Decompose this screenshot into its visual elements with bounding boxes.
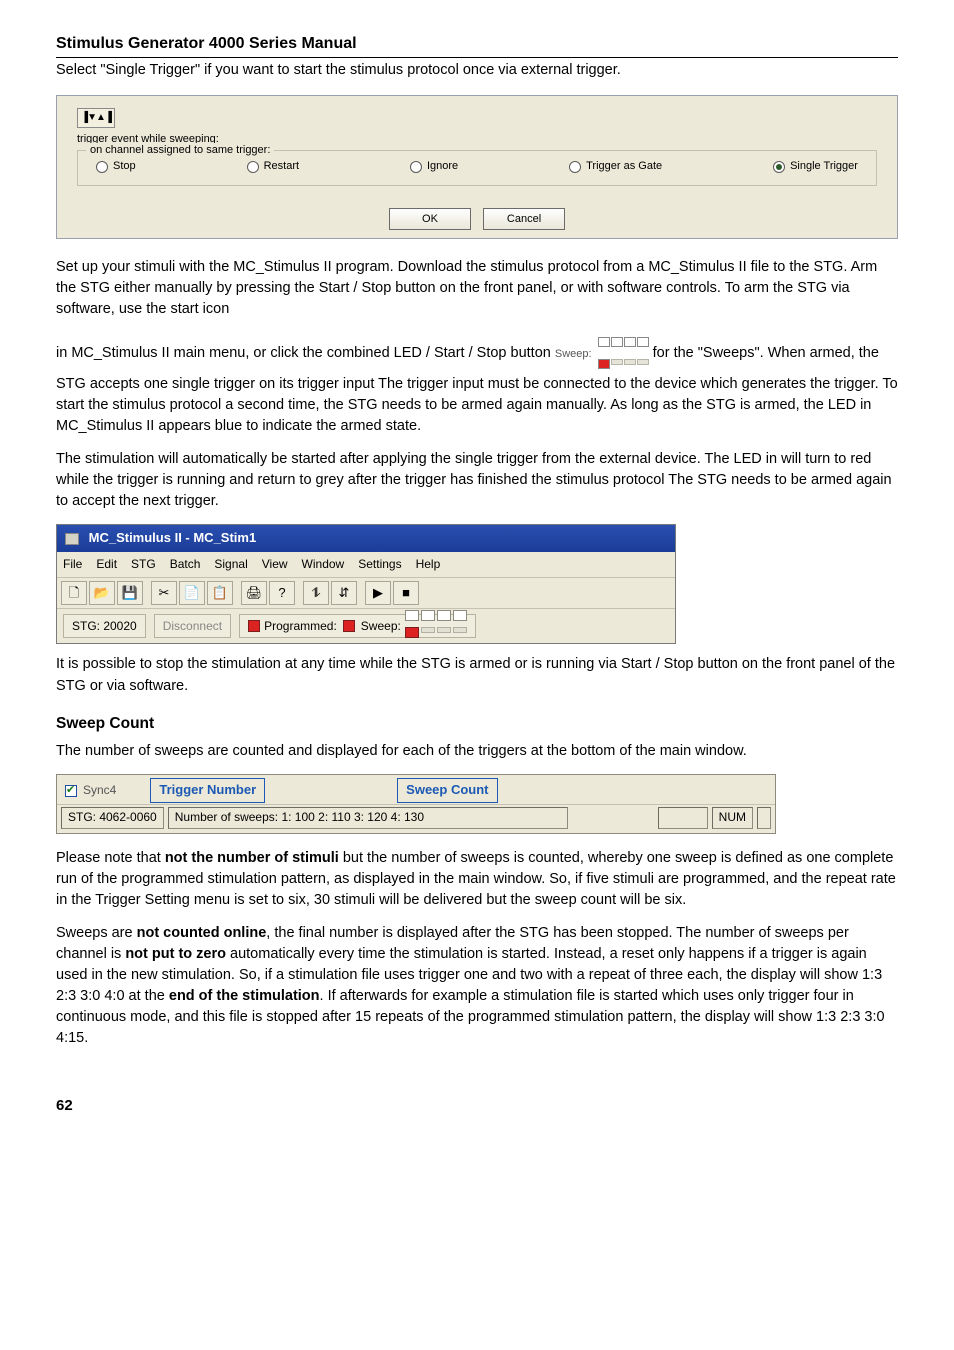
intro-paragraph: Select "Single Trigger" if you want to s… <box>56 60 898 81</box>
radio-label: Trigger as Gate <box>586 159 662 175</box>
num-indicator: NUM <box>712 807 753 829</box>
ok-button[interactable]: OK <box>389 208 471 230</box>
sweep-count-heading: Sweep Count <box>56 713 898 735</box>
trigger-channel-group: on channel assigned to same trigger: Sto… <box>77 150 877 186</box>
cut-icon[interactable]: ✂ <box>151 581 177 605</box>
paste-icon[interactable]: 📋 <box>207 581 233 605</box>
menu-settings[interactable]: Settings <box>358 557 401 571</box>
radio-icon <box>96 161 108 173</box>
stg-status: STG: 20020 <box>63 614 146 638</box>
menu-signal[interactable]: Signal <box>214 557 247 571</box>
radio-label: Stop <box>113 159 136 175</box>
setup-paragraph-1: Set up your stimuli with the MC_Stimulus… <box>56 257 898 320</box>
disconnect-button[interactable]: Disconnect <box>154 614 231 638</box>
setup-paragraph-2: in MC_Stimulus II main menu, or click th… <box>56 332 898 437</box>
radio-label: Single Trigger <box>790 159 858 175</box>
radio-option-stop[interactable]: Stop <box>96 159 136 175</box>
trigger-event-dialog: ▐▼▲▐ trigger event while sweeping: on ch… <box>56 95 898 239</box>
menu-window[interactable]: Window <box>302 557 345 571</box>
menu-help[interactable]: Help <box>416 557 441 571</box>
programmed-led-icon <box>248 620 260 632</box>
save-icon[interactable]: 💾 <box>117 581 143 605</box>
sweep-start-icon: Sweep: <box>555 332 649 374</box>
armed-led-icon <box>343 620 355 632</box>
radio-option-restart[interactable]: Restart <box>247 159 299 175</box>
menu-edit[interactable]: Edit <box>96 557 117 571</box>
stimulation-paragraph: The stimulation will automatically be st… <box>56 449 898 512</box>
stop-icon[interactable]: ■ <box>393 581 419 605</box>
sweep-count-intro: The number of sweeps are counted and dis… <box>56 741 898 762</box>
note-paragraph-1: Please note that not the number of stimu… <box>56 848 898 911</box>
trigger-number-label: Trigger Number <box>150 778 265 803</box>
radio-icon <box>569 161 581 173</box>
menu-stg[interactable]: STG <box>131 557 156 571</box>
programmed-panel: Programmed: Sweep: <box>239 614 476 638</box>
menu-batch[interactable]: Batch <box>170 557 201 571</box>
sweep-count-label: Sweep Count <box>397 778 497 803</box>
status-row: STG: 20020 Disconnect Programmed: Sweep: <box>57 609 675 643</box>
mc-stimulus-window: MC_Stimulus II - MC_Stim1 File Edit STG Bat… <box>56 524 676 644</box>
sync-label: Sync4 <box>83 782 116 799</box>
radio-option-single-trigger[interactable]: Single Trigger <box>773 159 858 175</box>
menu-file[interactable]: File <box>63 557 82 571</box>
group-legend: on channel assigned to same trigger: <box>86 143 274 159</box>
menu-view[interactable]: View <box>262 557 288 571</box>
download-icon[interactable]: ⇵ <box>331 581 357 605</box>
stop-stimulation-paragraph: It is possible to stop the stimulation a… <box>56 654 898 696</box>
document-header: Stimulus Generator 4000 Series Manual <box>56 32 898 58</box>
page-number: 62 <box>56 1095 898 1117</box>
toolbar-row[interactable]: 🗋📂💾 ✂📄📋 🖨? ⥮⇵ ▶■ <box>57 578 675 609</box>
cancel-button[interactable]: Cancel <box>483 208 565 230</box>
play-pattern-button[interactable]: ▐▼▲▐ <box>77 108 115 128</box>
sync-checkbox[interactable] <box>65 785 77 797</box>
stg-id-field: STG: 4062-0060 <box>61 807 164 829</box>
radio-label: Ignore <box>427 159 458 175</box>
help-icon[interactable]: ? <box>269 581 295 605</box>
new-icon[interactable]: 🗋 <box>61 581 87 605</box>
radio-label: Restart <box>264 159 299 175</box>
play-icon[interactable]: ▶ <box>365 581 391 605</box>
sweep-count-window: Sync4 Trigger Number Sweep Count STG: 40… <box>56 774 776 834</box>
window-titlebar: MC_Stimulus II - MC_Stim1 <box>57 525 675 552</box>
sweeps-field: Number of sweeps: 1: 100 2: 110 3: 120 4… <box>168 807 568 829</box>
menu-bar[interactable]: File Edit STG Batch Signal View Window Settings… <box>57 552 675 578</box>
radio-icon <box>247 161 259 173</box>
copy-icon[interactable]: 📄 <box>179 581 205 605</box>
radio-option-trigger-as-gate[interactable]: Trigger as Gate <box>569 159 662 175</box>
note-paragraph-2: Sweeps are not counted online, the final… <box>56 923 898 1049</box>
updown-icon[interactable]: ⥮ <box>303 581 329 605</box>
open-icon[interactable]: 📂 <box>89 581 115 605</box>
print-icon[interactable]: 🖨 <box>241 581 267 605</box>
radio-option-ignore[interactable]: Ignore <box>410 159 458 175</box>
radio-icon <box>773 161 785 173</box>
radio-icon <box>410 161 422 173</box>
